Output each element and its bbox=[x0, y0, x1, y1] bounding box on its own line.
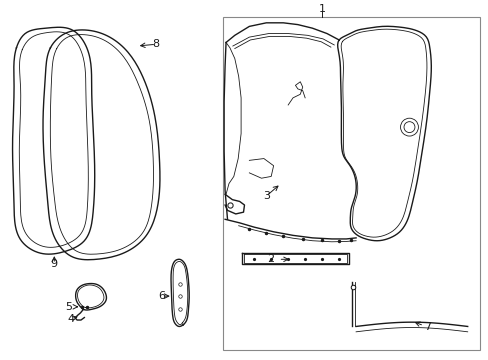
Text: 9: 9 bbox=[51, 259, 58, 269]
Text: 4: 4 bbox=[67, 314, 75, 324]
Text: 3: 3 bbox=[262, 191, 269, 201]
Bar bbox=[222, 18, 479, 350]
Text: 6: 6 bbox=[158, 291, 165, 301]
Text: 5: 5 bbox=[65, 302, 72, 312]
Text: 2: 2 bbox=[267, 254, 274, 264]
Text: 1: 1 bbox=[318, 4, 325, 14]
Text: 7: 7 bbox=[424, 322, 430, 332]
Text: 8: 8 bbox=[152, 39, 160, 49]
